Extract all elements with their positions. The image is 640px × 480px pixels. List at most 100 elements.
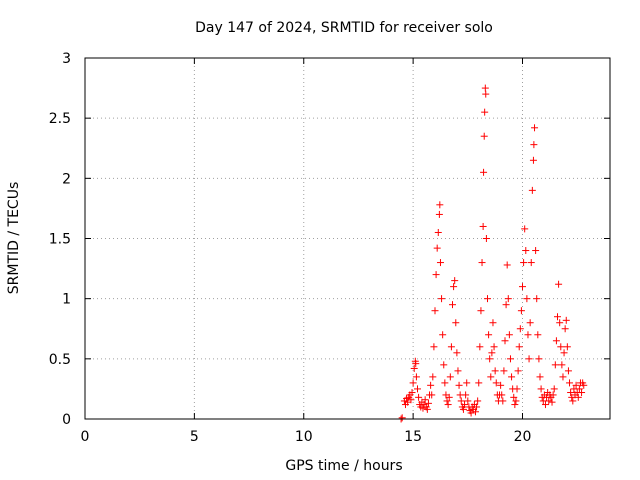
data-point	[463, 379, 471, 387]
data-point	[434, 228, 442, 236]
data-point	[455, 381, 463, 389]
data-point	[451, 277, 459, 285]
data-point	[506, 355, 514, 363]
x-tick-label: 5	[190, 429, 199, 445]
data-point	[503, 261, 511, 269]
data-point	[412, 373, 420, 381]
data-point	[548, 398, 556, 406]
data-point	[500, 367, 508, 375]
data-point	[524, 331, 532, 339]
data-point	[567, 389, 575, 397]
data-point	[482, 235, 490, 242]
data-point	[491, 367, 499, 375]
data-point	[481, 84, 489, 92]
data-point	[504, 295, 512, 303]
data-point	[441, 379, 449, 387]
data-point	[562, 316, 570, 324]
data-point	[572, 381, 580, 389]
data-point	[564, 367, 572, 375]
y-axis-label: SRMTID / TECUs	[6, 182, 22, 295]
data-point	[436, 259, 444, 267]
data-point	[532, 247, 540, 255]
data-point	[428, 391, 436, 399]
data-point	[445, 393, 453, 401]
data-point	[429, 373, 437, 381]
data-point	[505, 331, 513, 339]
data-point	[479, 222, 487, 230]
x-tick-label: 10	[295, 429, 313, 445]
data-point	[545, 397, 553, 405]
data-point	[457, 397, 465, 405]
data-point	[487, 373, 495, 381]
data-point	[485, 331, 493, 339]
x-tick-label: 20	[514, 429, 532, 445]
data-point	[514, 367, 522, 375]
data-point	[508, 373, 516, 381]
data-point	[533, 295, 541, 303]
data-point	[450, 283, 458, 291]
grid-lines	[85, 58, 610, 419]
data-point	[516, 325, 524, 333]
data-point	[522, 247, 530, 255]
data-point	[490, 343, 498, 351]
data-point	[475, 379, 483, 387]
data-point	[492, 379, 500, 387]
data-point	[412, 360, 420, 368]
data-point	[566, 379, 574, 387]
data-point	[557, 343, 565, 351]
data-point	[443, 397, 451, 405]
chart-title: Day 147 of 2024, SRMTID for receiver sol…	[195, 20, 493, 36]
data-point	[433, 244, 441, 252]
data-point	[513, 385, 521, 393]
x-axis-label: GPS time / hours	[285, 458, 402, 474]
data-point	[476, 343, 484, 351]
data-point	[415, 393, 423, 401]
y-tick-label: 0	[62, 412, 71, 428]
data-point	[439, 331, 447, 339]
data-point	[574, 393, 582, 401]
data-point	[523, 295, 531, 303]
y-tick-label: 1	[62, 292, 71, 308]
data-point	[408, 389, 416, 397]
data-point	[432, 271, 440, 279]
data-point	[459, 405, 467, 413]
x-tick-label: 15	[404, 429, 422, 445]
data-point	[461, 401, 469, 409]
data-point	[452, 319, 460, 327]
data-point	[520, 259, 528, 267]
y-tick-label: 3	[62, 51, 71, 67]
data-point	[427, 381, 435, 389]
data-point	[558, 361, 566, 369]
data-point	[580, 381, 588, 389]
data-point	[530, 141, 538, 149]
data-point	[484, 295, 491, 303]
data-point	[498, 391, 506, 399]
data-point	[430, 343, 438, 351]
data-point	[446, 373, 454, 381]
data-point	[453, 349, 461, 357]
data-point	[555, 280, 563, 288]
plot-frame	[84, 57, 611, 420]
data-point	[440, 361, 448, 369]
data-point	[541, 401, 549, 409]
data-point	[480, 168, 488, 176]
data-point	[477, 307, 485, 315]
data-point	[410, 364, 418, 372]
data-point	[537, 385, 545, 393]
x-tick-labels: 0 5 10 15 20	[81, 429, 532, 445]
data-point	[559, 373, 567, 381]
data-point	[536, 373, 544, 381]
data-point	[478, 259, 486, 267]
data-point	[444, 401, 452, 409]
data-point	[489, 319, 497, 327]
data-point	[409, 379, 417, 387]
data-point	[512, 397, 520, 405]
data-point	[486, 355, 494, 363]
data-point	[424, 399, 432, 407]
data-point	[521, 225, 529, 233]
data-point	[421, 396, 429, 404]
y-tick-label: 2.5	[49, 111, 71, 127]
data-point	[554, 313, 561, 321]
data-point	[560, 349, 568, 357]
data-point	[423, 405, 431, 413]
